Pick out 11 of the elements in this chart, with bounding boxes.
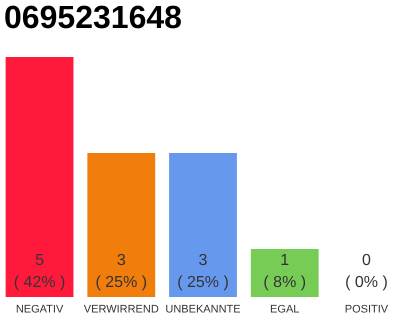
data-label: 5 ( 42% ) [14, 252, 66, 291]
x-tick-label: POSITIV [344, 304, 389, 316]
x-tick-label: EGAL [270, 304, 300, 316]
data-label: 1 ( 8% ) [263, 252, 306, 291]
x-tick-label: VERWIRREND [84, 304, 159, 316]
data-label: 3 ( 25% ) [95, 252, 148, 291]
chart-title: 0695231648 [4, 0, 182, 35]
data-label: 3 ( 25% ) [177, 252, 229, 291]
x-tick-label: UNBEKANNTE [165, 304, 241, 316]
data-label: 0 ( 0% ) [345, 252, 388, 291]
x-tick-label: NEGATIV [16, 304, 64, 316]
